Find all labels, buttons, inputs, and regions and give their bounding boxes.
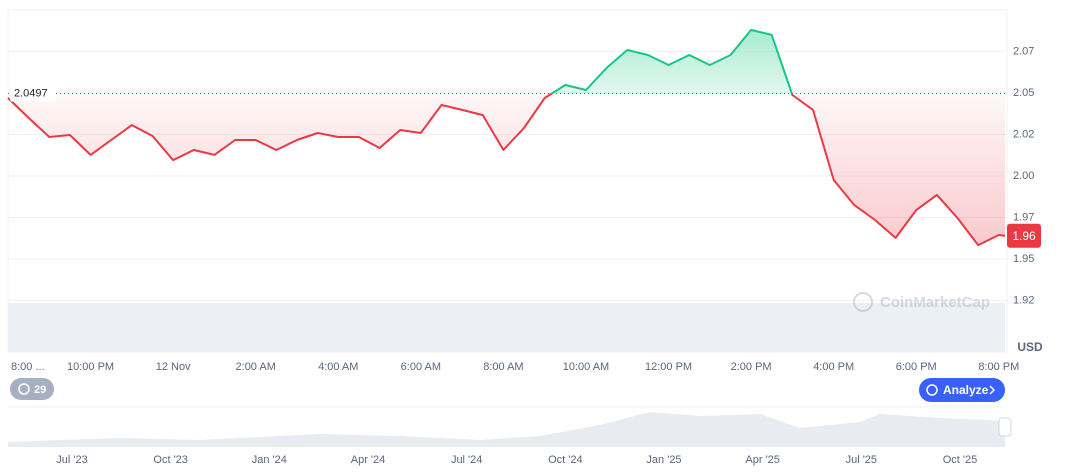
navigator-label: Jul '25 [846, 454, 877, 466]
plot-layer [7, 28, 1007, 302]
navigator-handle[interactable] [998, 417, 1012, 437]
analyze-label: Analyze [943, 383, 989, 397]
x-tick-label: 10:00 AM [563, 361, 609, 373]
navigator-label: Oct '23 [153, 454, 188, 466]
baseline-tag-bg [10, 83, 56, 102]
x-tick-label: 12 Nov [156, 361, 191, 373]
x-tick-label: 6:00 PM [896, 361, 937, 373]
navigator-label: Apr '24 [351, 454, 386, 466]
x-tick-label: 6:00 AM [401, 361, 441, 373]
y-tick-label: 2.00 [1013, 170, 1034, 182]
analyze-button[interactable]: Analyze [919, 378, 1005, 402]
baseline-label: 2.0497 [14, 87, 48, 99]
x-tick-label: 2:00 PM [731, 361, 772, 373]
y-tick-label: 2.07 [1013, 45, 1034, 57]
x-tick-label: 8:00 ... [11, 361, 45, 373]
y-tick-label: 1.95 [1013, 253, 1034, 265]
navigator [8, 406, 1012, 447]
history-count: 29 [34, 384, 46, 396]
watermark-text: CoinMarketCap [880, 294, 990, 311]
price-area [8, 29, 1005, 246]
x-tick-label: 8:00 PM [978, 361, 1019, 373]
y-tick-label: 2.05 [1013, 87, 1034, 99]
navigator-label: Oct '25 [943, 454, 978, 466]
navigator-label: Jan '24 [252, 454, 287, 466]
last-price-tag [1007, 223, 1041, 248]
y-tick-label: 2.02 [1013, 128, 1034, 140]
y-tick-label: 1.97 [1013, 211, 1034, 223]
navigator-label: Oct '24 [548, 454, 583, 466]
navigator-label: Jul '23 [56, 454, 87, 466]
navigator-label: Jul '24 [451, 454, 482, 466]
baseline-tag: 2.0497 [10, 83, 56, 102]
x-tick-label: 12:00 PM [645, 361, 692, 373]
x-tick-label: 4:00 PM [813, 361, 854, 373]
x-tick-label: 2:00 AM [236, 361, 276, 373]
watermark: CoinMarketCap [853, 292, 990, 312]
volume-band [8, 303, 1005, 352]
last-price-label: 1.96 [1012, 229, 1036, 243]
x-tick-label: 8:00 AM [483, 361, 523, 373]
x-tick-label: 4:00 AM [318, 361, 358, 373]
x-tick-label: 10:00 PM [67, 361, 114, 373]
navigator-label: Apr '25 [745, 454, 780, 466]
navigator-labels: Jul '23 Oct '23 Jan '24 Apr '24 Jul '24 Oct '… [56, 454, 977, 466]
unit-label: USD [1017, 340, 1043, 354]
navigator-label: Jan '25 [646, 454, 681, 466]
history-badge[interactable]: 29 [10, 378, 54, 400]
navigator-area [8, 412, 1005, 447]
price-line [7, 28, 1006, 247]
y-tick-label: 1.92 [1013, 294, 1034, 306]
